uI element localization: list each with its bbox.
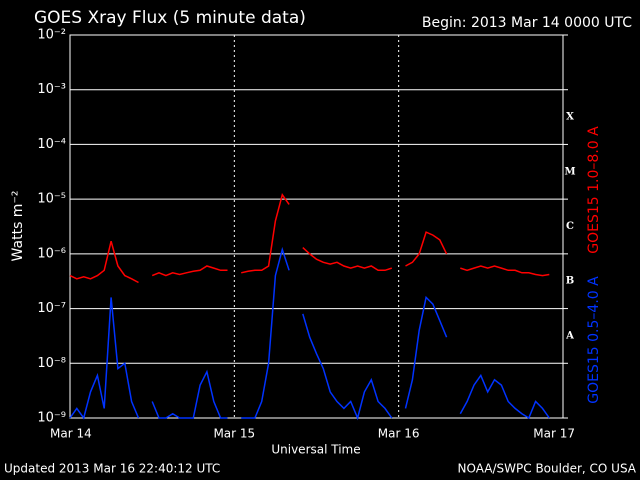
x-tick-label: Mar 17	[533, 427, 575, 441]
y-tick-label: 10⁻⁴	[37, 137, 66, 152]
y-tick-label: 10⁻⁸	[37, 356, 66, 371]
series-line	[69, 246, 550, 421]
x-axis-label: Universal Time	[271, 443, 360, 457]
legend-entry: GOES15 1.0–8.0 A	[586, 126, 602, 254]
flare-class: X	[566, 112, 574, 123]
chart-title: GOES Xray Flux (5 minute data)	[34, 8, 306, 28]
flare-class: A	[565, 330, 574, 341]
series-line	[69, 193, 550, 284]
flare-class: C	[566, 221, 574, 232]
chart-subtitle: Begin: 2013 Mar 14 0000 UTC	[422, 15, 632, 31]
footer-right: NOAA/SWPC Boulder, CO USA	[458, 462, 637, 476]
x-tick-label: Mar 14	[50, 427, 92, 441]
footer-left: Updated 2013 Mar 16 22:40:12 UTC	[4, 462, 220, 476]
x-tick-label: Mar 15	[213, 427, 255, 441]
y-tick-label: 10⁻⁹	[37, 411, 66, 426]
legend-entry: GOES15 0.5–4.0 A	[586, 276, 602, 404]
y-tick-label: 10⁻⁶	[37, 246, 66, 261]
x-tick-label: Mar 16	[378, 427, 420, 441]
flare-class: B	[566, 276, 574, 287]
flare-class: M	[564, 166, 575, 177]
y-tick-label: 10⁻⁷	[37, 301, 66, 316]
y-axis-label: Watts m⁻²	[10, 191, 26, 262]
y-tick-label: 10⁻²	[37, 28, 66, 43]
y-tick-label: 10⁻⁵	[37, 192, 66, 207]
y-tick-label: 10⁻³	[37, 82, 66, 97]
